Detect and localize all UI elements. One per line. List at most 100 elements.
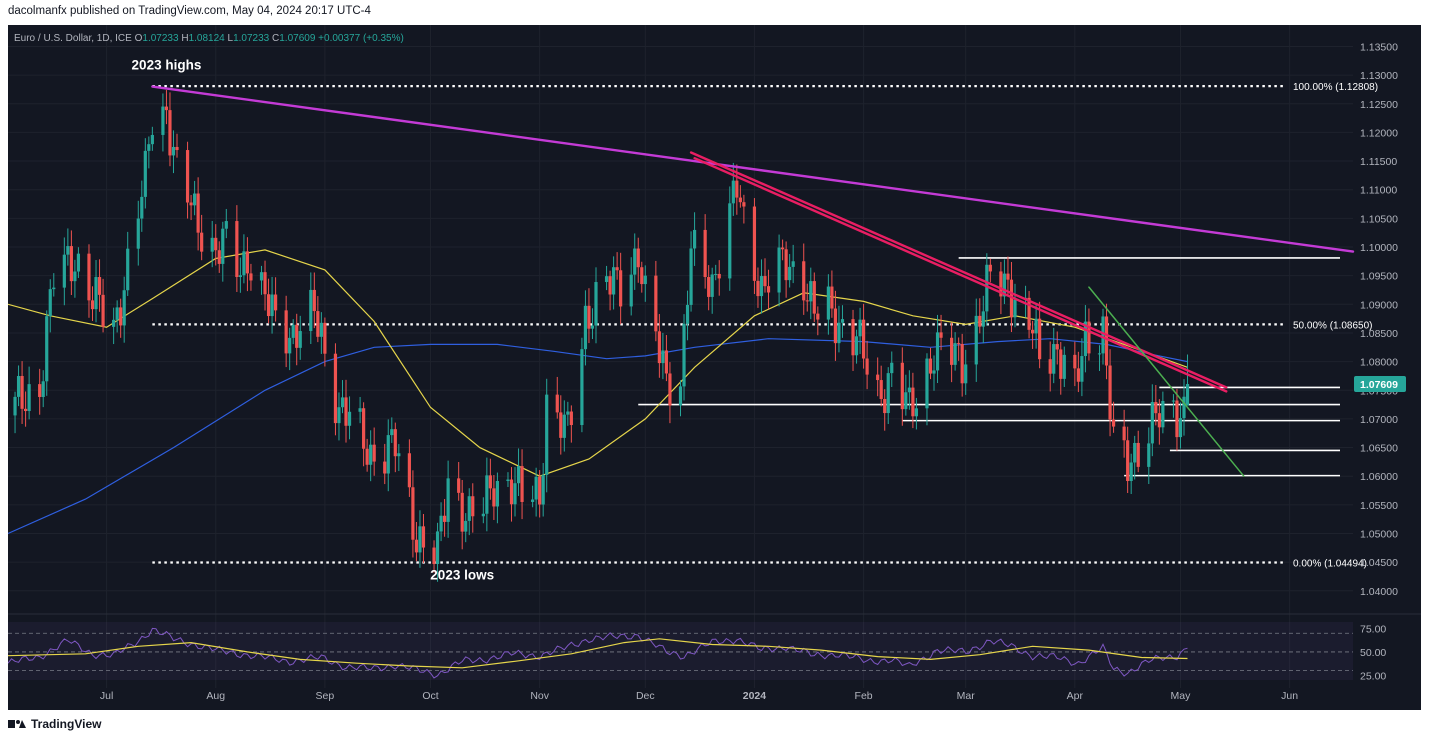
candle-body xyxy=(1052,344,1056,374)
candle-body xyxy=(861,319,866,359)
candle-body xyxy=(728,203,732,279)
candle-body xyxy=(1002,273,1007,297)
candle-body xyxy=(73,271,77,282)
axes: 1.13500 1.13000 1.12500 1.12000 1.11500 1.110… xyxy=(100,41,1406,702)
candle-body xyxy=(689,248,693,305)
price-tick-label: 1.07000 xyxy=(1360,414,1398,426)
candle-body xyxy=(854,336,859,356)
candle-body xyxy=(1101,316,1105,354)
candle-body xyxy=(664,350,669,374)
candle-body xyxy=(200,232,204,252)
candle-body xyxy=(312,289,316,312)
candle-body xyxy=(439,515,443,532)
candle-body xyxy=(464,520,468,532)
candle-body xyxy=(235,221,239,277)
candle-body xyxy=(531,499,535,502)
candle-body xyxy=(858,319,862,337)
candle-body xyxy=(457,478,461,493)
candle-body xyxy=(386,435,390,474)
candle-body xyxy=(270,294,274,317)
candle-body xyxy=(263,272,267,295)
candle-body xyxy=(442,515,447,522)
annotation-label: 2023 highs xyxy=(132,57,202,72)
candle-body xyxy=(1038,318,1042,360)
price-tick-label: 1.13000 xyxy=(1360,70,1398,82)
price-tick-label: 1.04500 xyxy=(1360,557,1398,569)
candle-body xyxy=(960,343,964,384)
candle-body xyxy=(291,324,295,338)
candle-body xyxy=(509,479,514,505)
candle-body xyxy=(1182,396,1186,419)
candle-body xyxy=(471,496,475,517)
candle-body xyxy=(911,387,915,417)
candle-body xyxy=(904,392,908,410)
candle-body xyxy=(66,246,70,255)
candle-body xyxy=(619,270,623,307)
candle-body xyxy=(876,374,880,381)
candle-body xyxy=(1147,443,1151,467)
candle-body xyxy=(97,277,102,295)
candle-body xyxy=(1108,365,1112,420)
candle-body xyxy=(714,273,718,275)
candle-body xyxy=(393,429,397,457)
candle-body xyxy=(1161,400,1165,428)
candle-body xyxy=(20,376,24,409)
candle-body xyxy=(756,280,760,297)
candle-body xyxy=(344,397,348,426)
candle-body xyxy=(886,373,890,414)
candle-body xyxy=(830,286,834,309)
candle-body xyxy=(126,248,130,291)
candle-body xyxy=(495,481,500,507)
price-tick-label: 1.04000 xyxy=(1360,586,1398,598)
candle-body xyxy=(777,247,781,293)
candle-body xyxy=(840,319,845,323)
candle-body xyxy=(1062,354,1066,379)
candle-body xyxy=(950,337,954,365)
candle-body xyxy=(661,350,665,364)
candle-body xyxy=(710,274,714,297)
rsi-ma-line xyxy=(8,638,1188,669)
candle-body xyxy=(964,364,968,384)
candle-body xyxy=(668,373,672,406)
candle-body xyxy=(1055,344,1059,350)
candle-body xyxy=(555,394,559,413)
candle-body xyxy=(136,218,140,249)
candle-body xyxy=(1150,402,1154,444)
high-label: H xyxy=(181,33,188,44)
candle-body xyxy=(513,483,517,505)
low-label: L xyxy=(228,33,234,44)
candle-body xyxy=(935,332,940,371)
candle-body xyxy=(629,274,633,307)
candle-body xyxy=(752,206,757,281)
trendline-short-downtrend-lower xyxy=(693,156,1228,393)
candle-body xyxy=(580,349,584,426)
candle-body xyxy=(766,286,771,293)
time-tick-label: Apr xyxy=(1067,690,1084,702)
candle-body xyxy=(62,254,66,288)
candle-body xyxy=(707,277,711,297)
chart-frame[interactable]: 100.00% (1.12808) 50.00% (1.08650) 0.00% (… xyxy=(8,25,1421,710)
tradingview-logo-icon xyxy=(8,718,26,730)
price-tick-label: 1.09000 xyxy=(1360,299,1398,311)
candle-body xyxy=(925,358,929,409)
last-price-badge xyxy=(1354,376,1406,393)
candle-body xyxy=(928,358,933,374)
candle-body xyxy=(481,513,485,517)
candle-body xyxy=(87,253,91,301)
candle-body xyxy=(13,396,17,416)
candle-body xyxy=(298,331,302,348)
candle-body xyxy=(978,315,982,327)
time-tick-label: Sep xyxy=(316,690,335,702)
time-tick-label: May xyxy=(1171,690,1192,702)
candle-body xyxy=(446,478,450,522)
candle-body xyxy=(541,474,545,505)
price-chart[interactable]: 100.00% (1.12808) 50.00% (1.08650) 0.00% (… xyxy=(8,25,1421,710)
candle-body xyxy=(717,273,721,279)
footer-brand[interactable]: TradingView xyxy=(31,717,102,731)
candle-body xyxy=(365,448,369,465)
candle-body xyxy=(1154,402,1158,414)
candle-body xyxy=(1087,321,1091,354)
candle-body xyxy=(362,408,366,449)
candle-body xyxy=(520,466,524,502)
candle-body xyxy=(914,408,919,417)
